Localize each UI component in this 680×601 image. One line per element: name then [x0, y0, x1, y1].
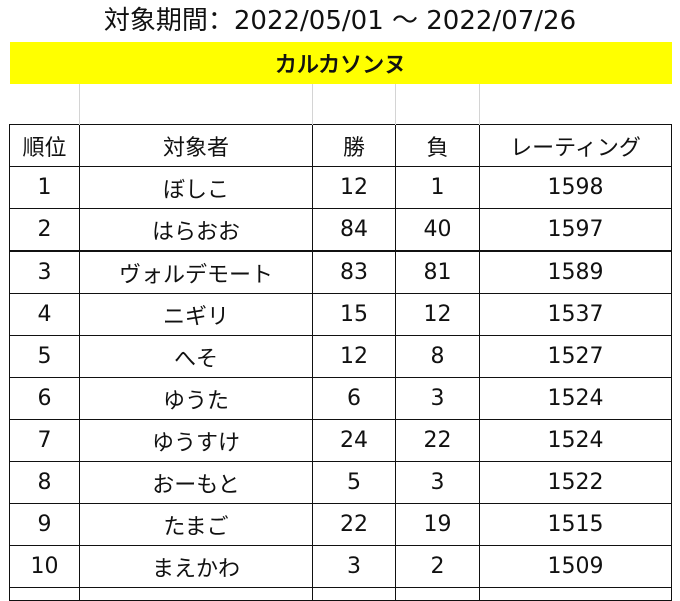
- blank-cell[interactable]: [79, 84, 313, 125]
- title-band: カルカソンヌ: [9, 42, 672, 84]
- rating-cell: 1515: [479, 503, 672, 546]
- table-row: 3 ヴォルデモート 83 81 1589: [9, 250, 672, 294]
- table-row: 7 ゆうすけ 24 22 1524: [9, 419, 672, 462]
- table-row: 4 ニギリ 15 12 1537: [9, 293, 672, 336]
- wins-cell: 5: [312, 461, 396, 504]
- wins-cell: 12: [312, 335, 396, 378]
- table-row: 5 へそ 12 8 1527: [9, 335, 672, 378]
- sheet-title: カルカソンヌ: [9, 42, 672, 84]
- table-row: 2 はらおお 84 40 1597: [9, 208, 672, 252]
- wins-cell: 12: [312, 166, 396, 209]
- rating-cell: 1509: [479, 545, 672, 588]
- wins-cell: [312, 587, 396, 601]
- wins-cell: 3: [312, 545, 396, 588]
- losses-cell: 12: [395, 293, 480, 336]
- header-rank: 順位: [9, 124, 80, 167]
- header-wins: 勝: [312, 124, 396, 167]
- rank-cell: 7: [9, 419, 80, 462]
- header-losses: 負: [395, 124, 480, 167]
- table-row: 1 ぼしこ 12 1 1598: [9, 166, 672, 209]
- losses-cell: 22: [395, 419, 480, 462]
- rank-cell: 3: [9, 250, 80, 294]
- losses-cell: 40: [395, 208, 480, 252]
- blank-cell[interactable]: [312, 84, 396, 125]
- header-row: 順位 対象者 勝 負 レーティング: [9, 124, 672, 167]
- losses-cell: 8: [395, 335, 480, 378]
- wins-cell: 84: [312, 208, 396, 252]
- name-cell: ゆうすけ: [79, 419, 313, 462]
- rank-cell: [9, 587, 80, 601]
- losses-cell: 19: [395, 503, 480, 546]
- table-row: 10 まえかわ 3 2 1509: [9, 545, 672, 588]
- name-cell: たまご: [79, 503, 313, 546]
- wins-cell: 22: [312, 503, 396, 546]
- name-cell: [79, 587, 313, 601]
- rating-cell: [479, 587, 672, 601]
- losses-cell: 1: [395, 166, 480, 209]
- name-cell: まえかわ: [79, 545, 313, 588]
- name-cell: ヴォルデモート: [79, 250, 313, 294]
- rank-cell: 9: [9, 503, 80, 546]
- name-cell: ニギリ: [79, 293, 313, 336]
- name-cell: へそ: [79, 335, 313, 378]
- rank-cell: 2: [9, 208, 80, 252]
- table-row-partial: [9, 587, 672, 601]
- name-cell: ゆうた: [79, 377, 313, 420]
- blank-row: [9, 84, 672, 125]
- name-cell: ぼしこ: [79, 166, 313, 209]
- losses-cell: 81: [395, 250, 480, 294]
- header-rating: レーティング: [479, 124, 672, 167]
- blank-cell[interactable]: [395, 84, 480, 125]
- rank-cell: 6: [9, 377, 80, 420]
- rating-cell: 1537: [479, 293, 672, 336]
- table-row: 6 ゆうた 6 3 1524: [9, 377, 672, 420]
- losses-cell: 3: [395, 377, 480, 420]
- wins-cell: 15: [312, 293, 396, 336]
- rating-cell: 1589: [479, 250, 672, 294]
- ranking-sheet: カルカソンヌ 順位 対象者 勝 負 レーティング 1 ぼしこ 12 1 1598…: [9, 42, 672, 601]
- wins-cell: 24: [312, 419, 396, 462]
- rating-cell: 1524: [479, 377, 672, 420]
- rank-cell: 4: [9, 293, 80, 336]
- rating-cell: 1598: [479, 166, 672, 209]
- name-cell: はらおお: [79, 208, 313, 252]
- wins-cell: 83: [312, 250, 396, 294]
- rating-cell: 1524: [479, 419, 672, 462]
- rank-cell: 8: [9, 461, 80, 504]
- rating-cell: 1522: [479, 461, 672, 504]
- blank-cell[interactable]: [9, 84, 80, 125]
- table-row: 9 たまご 22 19 1515: [9, 503, 672, 546]
- losses-cell: [395, 587, 480, 601]
- name-cell: おーもと: [79, 461, 313, 504]
- header-name: 対象者: [79, 124, 313, 167]
- rating-cell: 1527: [479, 335, 672, 378]
- rank-cell: 10: [9, 545, 80, 588]
- rank-cell: 1: [9, 166, 80, 209]
- rank-cell: 5: [9, 335, 80, 378]
- table-row: 8 おーもと 5 3 1522: [9, 461, 672, 504]
- rating-cell: 1597: [479, 208, 672, 252]
- losses-cell: 2: [395, 545, 480, 588]
- blank-cell[interactable]: [479, 84, 672, 125]
- period-label: 対象期間：2022/05/01 ～ 2022/07/26: [103, 6, 577, 36]
- losses-cell: 3: [395, 461, 480, 504]
- wins-cell: 6: [312, 377, 396, 420]
